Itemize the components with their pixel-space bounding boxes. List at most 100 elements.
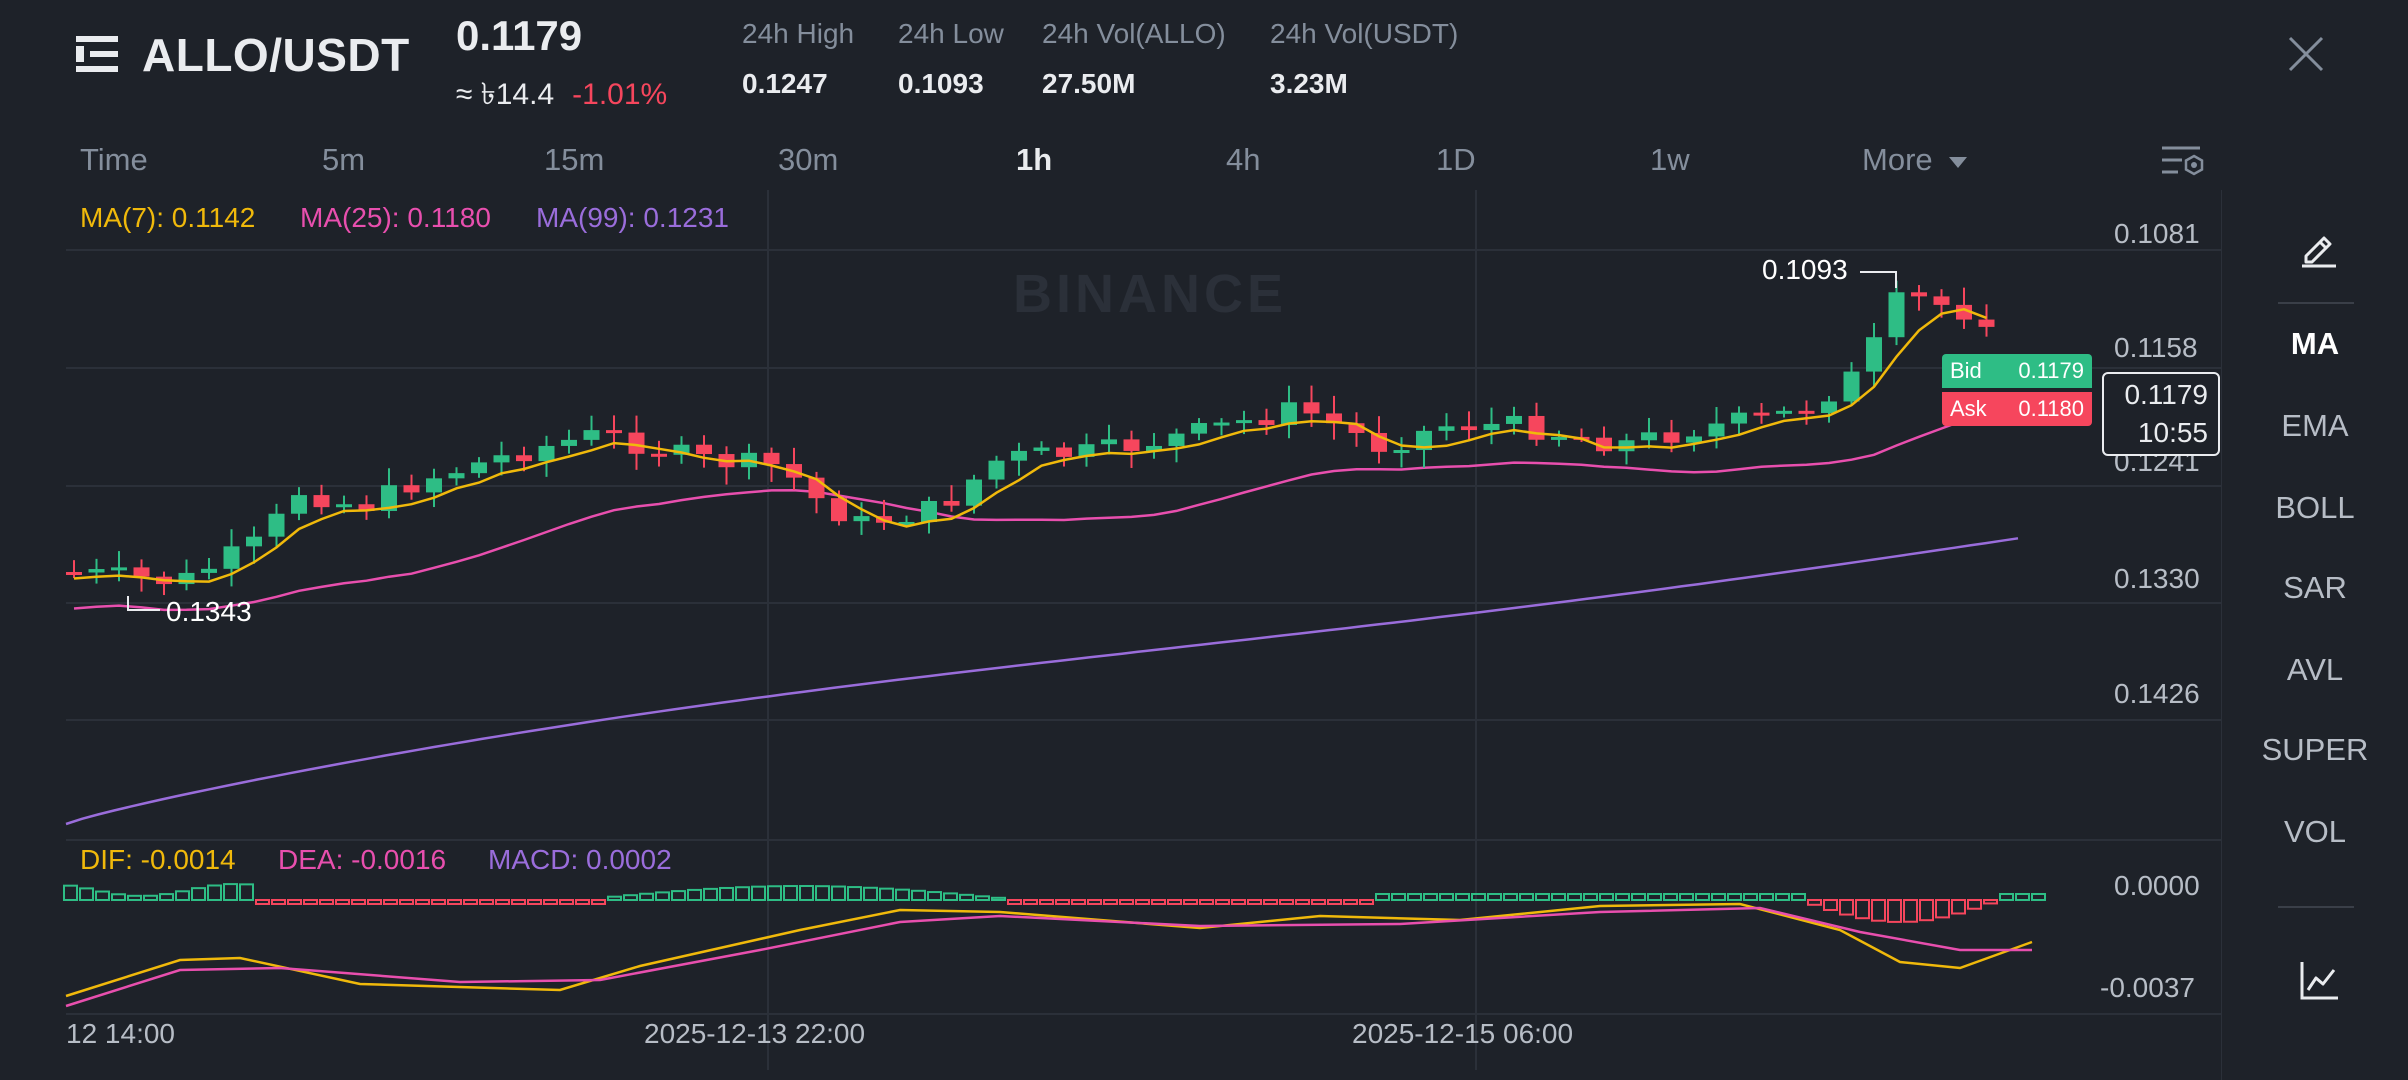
tab-30m[interactable]: 30m <box>778 142 839 177</box>
candle-body <box>268 513 285 537</box>
price-tick: 0.1330 <box>2114 563 2200 594</box>
macd-bar <box>927 891 942 902</box>
stat-value: 0.1093 <box>898 68 984 99</box>
chart-settings-icon[interactable] <box>2160 142 2206 182</box>
macd-bar <box>1871 899 1886 922</box>
time-tick: 12 14:00 <box>66 1018 175 1049</box>
macd-bar <box>1951 899 1966 915</box>
macd-bar <box>1599 893 1614 901</box>
pair-title[interactable]: ALLO/USDT <box>142 29 410 81</box>
close-icon[interactable] <box>2286 34 2326 74</box>
candle-body <box>1213 422 1230 426</box>
macd-bar <box>735 886 750 902</box>
macd-bar <box>751 885 766 901</box>
price-markers <box>127 271 1897 611</box>
macd-bar <box>2031 893 2046 901</box>
stat-24h-low: 24h Low 0.1093 <box>898 18 1004 100</box>
candle-body <box>1056 447 1072 457</box>
macd-bar <box>1711 893 1726 901</box>
candlestick-chart[interactable]: BINANCE <box>0 190 2222 1080</box>
tab-1h[interactable]: 1h <box>1016 142 1053 177</box>
menu-icon[interactable] <box>76 34 120 74</box>
high-marker-label: 0.1093 <box>1762 254 1848 285</box>
candle-countdown: 10:55 <box>2137 417 2208 448</box>
candle-body <box>403 485 420 493</box>
macd-bar <box>1615 893 1630 901</box>
candles <box>66 280 1995 596</box>
candle-body <box>1506 415 1522 424</box>
macd-bar <box>1887 899 1902 923</box>
macd-bar <box>1279 899 1294 905</box>
macd-bar <box>1407 893 1422 901</box>
candle-body <box>1303 402 1320 414</box>
candle-body <box>988 460 1005 480</box>
tab-time[interactable]: Time <box>80 142 148 177</box>
candle-body <box>1933 296 1950 305</box>
indicator-ma[interactable]: MA <box>2290 326 2340 361</box>
indicator-avl[interactable]: AVL <box>2286 652 2344 687</box>
macd-bar <box>431 899 446 905</box>
macd-bar <box>1551 893 1566 901</box>
candle-body <box>921 500 937 522</box>
high-marker-line <box>1860 271 1897 288</box>
candle-body <box>1551 436 1567 440</box>
indicator-sar[interactable]: SAR <box>2283 570 2347 605</box>
tab-5m[interactable]: 5m <box>322 142 366 177</box>
candle-body <box>1033 447 1050 451</box>
indicator-ema[interactable]: EMA <box>2281 408 2349 443</box>
time-tick: 2025-12-15 06:00 <box>1352 1018 1574 1049</box>
indicator-boll[interactable]: BOLL <box>2275 490 2355 525</box>
candle-body <box>1393 450 1410 454</box>
macd-bar <box>1055 899 1070 905</box>
candle-body <box>1618 440 1635 452</box>
candle-body <box>88 569 105 573</box>
candle-body <box>246 536 262 547</box>
candle-body <box>673 444 690 455</box>
macd-bar <box>671 890 686 901</box>
draw-pencil-icon[interactable] <box>2298 226 2340 268</box>
tab-4h[interactable]: 4h <box>1226 142 1261 177</box>
candle-body <box>1776 410 1792 414</box>
macd-bar <box>591 899 606 905</box>
bid-tag: Bid 0.1179 <box>1942 354 2092 388</box>
legend-ma99: MA(99): 0.1231 <box>536 202 729 233</box>
macd-bar <box>1743 893 1758 901</box>
macd-bar <box>1823 899 1838 911</box>
macd-bar <box>1487 893 1502 901</box>
macd-bar <box>1343 899 1358 905</box>
macd-bar <box>1215 899 1230 905</box>
candle-body <box>966 479 982 506</box>
macd-bar <box>255 899 270 905</box>
tab-more[interactable]: More <box>1862 142 1969 178</box>
ma25-path <box>73 411 1987 612</box>
candle-body <box>1191 423 1207 434</box>
macd-bar <box>815 885 830 902</box>
candle-body <box>538 445 555 462</box>
macd-bar <box>959 893 974 901</box>
macd-bar <box>1631 893 1646 901</box>
indicator-super[interactable]: SUPER <box>2261 732 2369 767</box>
macd-bar <box>1695 893 1710 901</box>
tab-15m[interactable]: 15m <box>544 142 605 177</box>
macd-tick: -0.0037 <box>2100 972 2195 1003</box>
chart-line-icon[interactable] <box>2298 960 2340 1002</box>
current-price: 0.1179 <box>2124 379 2208 410</box>
fiat-approx: ≈ ৳14.4 <box>456 78 555 111</box>
tab-1d[interactable]: 1D <box>1436 142 1476 177</box>
candle-body <box>1483 423 1500 431</box>
candle-body <box>1258 420 1275 425</box>
macd-bar <box>1775 893 1790 901</box>
macd-bar <box>79 887 94 902</box>
stat-24h-high: 24h High 0.1247 <box>742 18 854 100</box>
tab-1w[interactable]: 1w <box>1650 142 1690 177</box>
candle-body <box>1528 415 1545 440</box>
candle-body <box>313 495 330 508</box>
macd-bar <box>623 894 638 902</box>
stat-24h-vol-base: 24h Vol(ALLO) 27.50M <box>1042 18 1226 100</box>
candle-body <box>696 444 712 455</box>
indicator-vol[interactable]: VOL <box>2283 814 2347 849</box>
candle-body <box>111 567 127 571</box>
candle-body <box>943 500 960 506</box>
macd-bar <box>879 887 894 901</box>
ma99-line <box>65 537 2019 826</box>
